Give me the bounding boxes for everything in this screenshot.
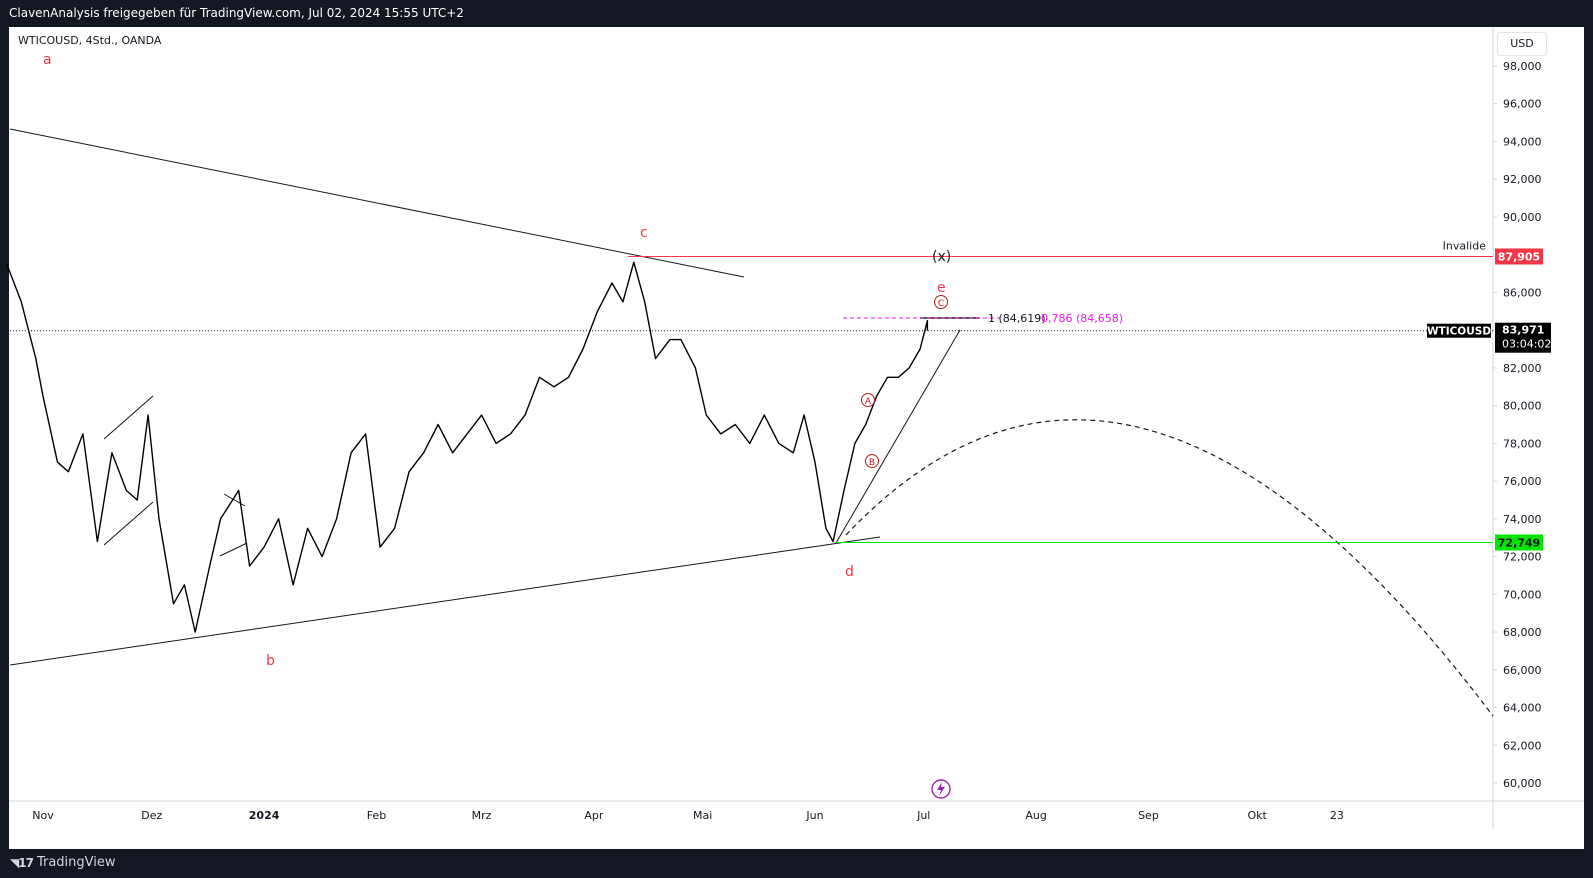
x-tick-label: 23 <box>1330 809 1344 822</box>
publish-header: ClavenAnalysis freigegeben für TradingVi… <box>0 0 1593 27</box>
wave-label-A: A <box>865 397 872 407</box>
chart-area[interactable] <box>9 27 1584 849</box>
y-tick-label: 92,000 <box>1503 173 1542 186</box>
symbol-tag-label: WTICOUSD <box>1427 326 1491 338</box>
x-tick-label: Nov <box>32 809 54 822</box>
x-tick-label: 2024 <box>249 809 280 822</box>
x-tick-label: Sep <box>1138 809 1159 822</box>
footer-bar: ◥17 TradingView <box>0 849 1593 878</box>
price-tag <box>1495 322 1551 353</box>
horizontal-levels: 87,905 Invalide 72,749 <box>628 239 1543 551</box>
level-price-tag <box>1495 534 1543 551</box>
y-tick-label: 94,000 <box>1503 135 1542 148</box>
x-tick-label: Dez <box>141 809 162 822</box>
flag-line[interactable] <box>103 395 154 440</box>
x-axis[interactable]: Nov Dez 2024 Feb Mrz Apr Mai Jun Jul Aug Sep Okt 23 <box>32 809 1344 822</box>
y-tick-label: 70,000 <box>1503 588 1542 601</box>
publish-line: ClavenAnalysis freigegeben für TradingVi… <box>9 6 464 20</box>
wave-C-circle <box>934 295 948 309</box>
brand-label: TradingView <box>36 855 116 870</box>
level-label: Invalide <box>1443 239 1487 252</box>
tradingview-logo[interactable]: ◥17 TradingView <box>10 855 115 870</box>
y-tick-label: 72,000 <box>1503 551 1542 564</box>
price-tag-countdown: 03:04:02 <box>1502 338 1551 351</box>
level-price-value: 87,905 <box>1498 250 1540 263</box>
rising-support-line[interactable] <box>835 329 961 544</box>
y-tick-label: 76,000 <box>1503 475 1542 488</box>
wave-label-d: d <box>845 564 854 580</box>
x-tick-label: Mai <box>693 809 712 822</box>
symbol-legend[interactable]: WTICOUSD, 4Std., OANDA <box>18 34 162 47</box>
wave-label-x: (x) <box>932 249 951 265</box>
x-tick-label: Okt <box>1248 809 1268 822</box>
wave-label-b: b <box>266 653 275 669</box>
fib-label-0786: 0,786 (84,658) <box>1041 312 1123 325</box>
wave-label-e: e <box>937 280 946 296</box>
flag-line[interactable] <box>219 542 248 557</box>
x-tick-label: Aug <box>1025 809 1046 822</box>
wave-B-circle <box>865 454 879 468</box>
price-series <box>6 261 929 633</box>
wave-label-B: B <box>869 458 875 468</box>
y-tick-label: 98,000 <box>1503 60 1542 73</box>
y-tick-label: 96,000 <box>1503 98 1542 111</box>
lower-triangle-line[interactable] <box>9 536 881 666</box>
y-tick-label: 78,000 <box>1503 437 1542 450</box>
flag-line[interactable] <box>103 501 154 546</box>
x-tick-label: Jul <box>916 809 930 822</box>
wave-label-a: a <box>43 52 52 68</box>
lightning-bolt-icon <box>937 782 945 796</box>
level-price-value: 72,749 <box>1498 536 1540 549</box>
x-tick-label: Apr <box>584 809 604 822</box>
x-tick-label: Jun <box>805 809 823 822</box>
upper-triangle-line[interactable] <box>9 128 745 278</box>
wave-A-circle <box>861 393 875 407</box>
y-tick-label: 62,000 <box>1503 739 1542 752</box>
projection-curve[interactable] <box>845 419 1494 717</box>
fib-label-1: 1 (84,619) <box>988 312 1046 325</box>
y-tick-label: 60,000 <box>1503 777 1542 790</box>
y-axis[interactable]: 98,00096,00094,00092,00090,00088,00086,0… <box>1493 60 1542 790</box>
price-tag-value: 83,971 <box>1502 324 1544 337</box>
symbol-tag <box>1427 323 1491 338</box>
y-tick-label: 66,000 <box>1503 664 1542 677</box>
tradingview-icon: ◥17 <box>10 855 34 870</box>
x-tick-label: Mrz <box>472 809 492 822</box>
y-tick-label: 74,000 <box>1503 513 1542 526</box>
level-price-tag <box>1495 248 1543 265</box>
y-tick-label: 80,000 <box>1503 400 1542 413</box>
x-tick-label: Feb <box>367 809 386 822</box>
y-tick-label: 64,000 <box>1503 702 1542 715</box>
y-tick-label: 90,000 <box>1503 211 1542 224</box>
y-tick-label: 86,000 <box>1503 286 1542 299</box>
y-tick-label: 68,000 <box>1503 626 1542 639</box>
flag-line[interactable] <box>223 493 246 507</box>
wave-label-C: C <box>938 299 944 309</box>
currency-selector[interactable]: USD <box>1497 32 1547 56</box>
wave-label-c: c <box>640 225 648 241</box>
y-tick-label: 82,000 <box>1503 362 1542 375</box>
